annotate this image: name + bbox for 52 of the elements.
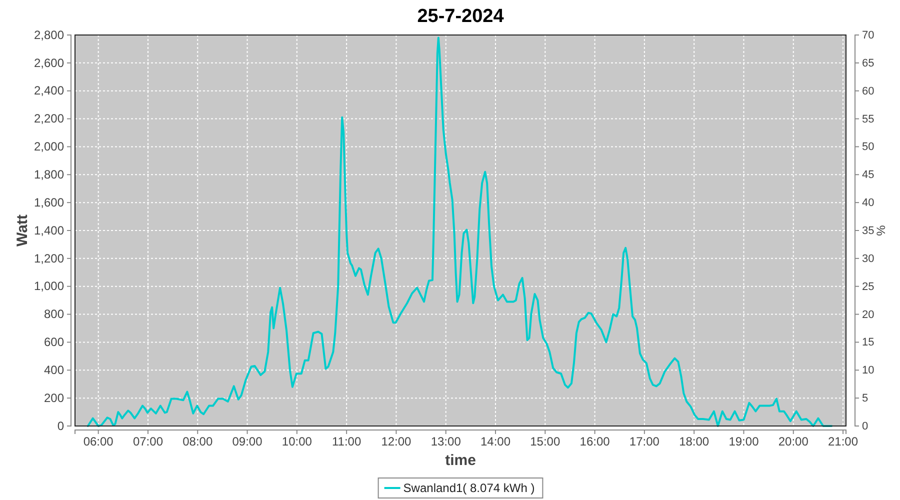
y2-tick-label: 20: [862, 308, 874, 321]
y-tick-label: 1,600: [34, 195, 64, 210]
y2-tick-label: 45: [862, 169, 874, 182]
y2-tick-label: 50: [862, 141, 874, 154]
y2-tick-label: 0: [862, 420, 868, 433]
x-tick-label: 12:00: [381, 434, 412, 449]
y-axis-title: Watt: [14, 214, 31, 246]
x-tick-label: 13:00: [430, 434, 462, 449]
y-tick-label: 800: [44, 307, 64, 322]
chart-title: 25-7-2024: [417, 6, 504, 27]
y2-tick-label: 35: [862, 225, 874, 238]
x-tick-label: 14:00: [480, 434, 511, 449]
y2-axis-title: %: [874, 224, 888, 236]
line-series: [86, 36, 833, 427]
x-tick-label: 16:00: [580, 434, 610, 449]
y-tick-label: 2,400: [34, 84, 64, 98]
y2-tick-label: 70: [862, 30, 874, 42]
y2-tick-label: 55: [862, 113, 874, 126]
y2-tick-label: 30: [862, 252, 874, 265]
y2-tick-label: 65: [862, 57, 874, 70]
x-axis-title: time: [445, 452, 476, 469]
y-tick-label: 1,400: [34, 223, 64, 238]
y2-tick-label: 25: [862, 280, 874, 293]
x-tick-label: 20:00: [778, 434, 809, 449]
x-tick-label: 10:00: [282, 434, 312, 449]
legend-label: Swanland1( 8.074 kWh ): [403, 481, 535, 495]
x-tick-label: 11:00: [332, 434, 362, 449]
y-tick-label: 1,800: [34, 167, 64, 182]
y2-tick-label: 5: [862, 392, 868, 405]
y-tick-label: 2,000: [34, 140, 64, 154]
x-tick-label: 15:00: [530, 434, 560, 449]
x-tick-label: 21:00: [828, 434, 858, 449]
y2-tick-label: 10: [862, 364, 874, 377]
x-tick-label: 06:00: [83, 434, 114, 449]
x-tick-label: 19:00: [728, 434, 760, 449]
y-tick-label: 2,600: [34, 56, 64, 70]
y2-tick-label: 15: [862, 336, 874, 349]
y-tick-label: 600: [44, 335, 64, 350]
y-tick-label: 2,800: [34, 28, 64, 42]
y-tick-label: 2,200: [34, 112, 64, 126]
x-tick-label: 08:00: [182, 434, 213, 449]
x-tick-label: 17:00: [629, 434, 660, 449]
y2-tick-label: 60: [862, 85, 874, 98]
x-tick-label: 18:00: [679, 434, 710, 449]
y-tick-label: 1,200: [34, 251, 64, 266]
y-tick-label: 0: [57, 418, 64, 433]
y2-tick-label: 40: [862, 197, 874, 210]
y-tick-label: 400: [44, 362, 64, 377]
y-tick-label: 1,000: [34, 279, 64, 294]
y-tick-label: 200: [44, 390, 64, 405]
x-tick-label: 07:00: [132, 434, 164, 449]
x-tick-label: 09:00: [232, 434, 263, 449]
